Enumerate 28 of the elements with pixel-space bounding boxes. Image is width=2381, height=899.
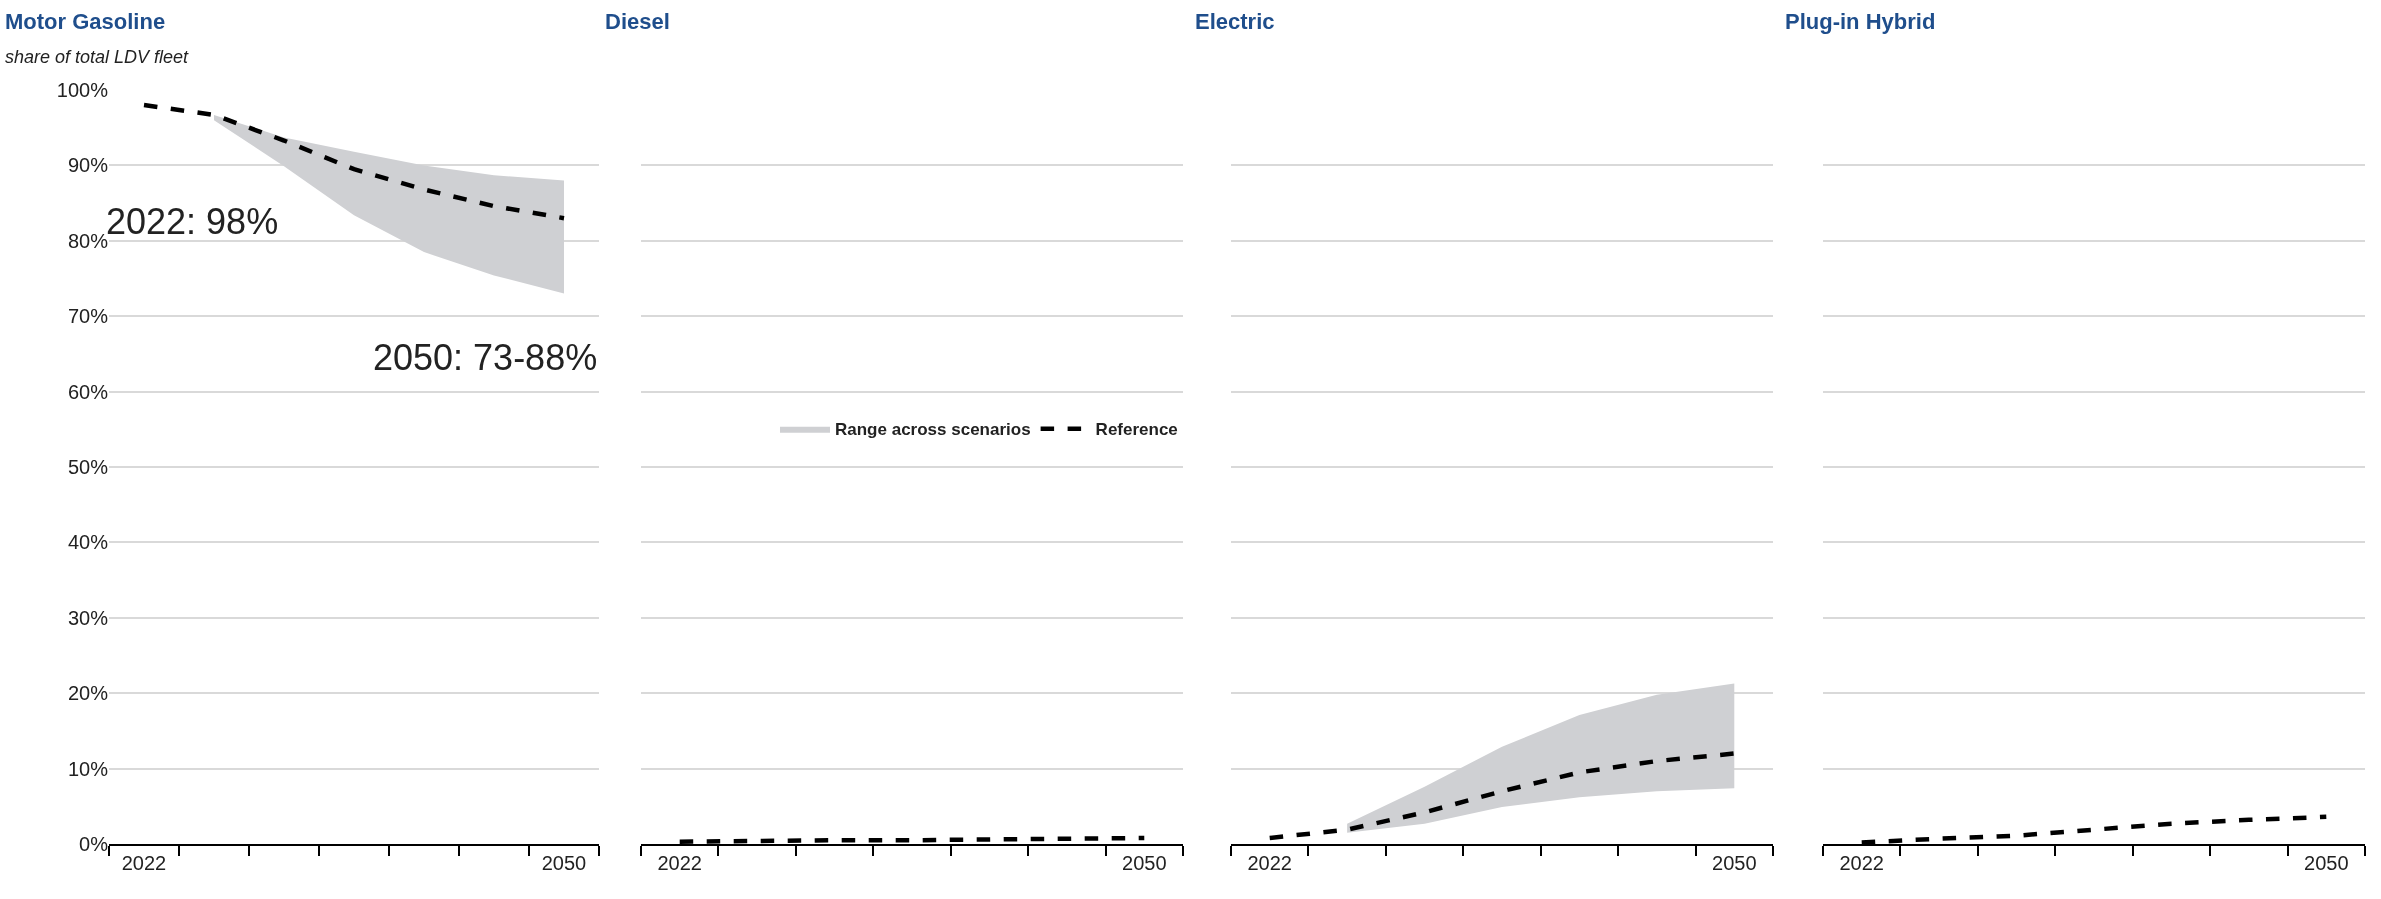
x-tick-label: 2022 xyxy=(121,852,167,874)
y-tick-label: 10% xyxy=(67,757,109,780)
x-tick-label: 2050 xyxy=(1712,852,1757,874)
annotation: 2050: 73-88% xyxy=(373,337,598,378)
annotation: 2022: 98% xyxy=(106,201,279,242)
y-tick-label: 70% xyxy=(67,305,109,328)
chart-subtitle: share of total LDV fleet xyxy=(5,47,190,67)
x-tick-label: 2050 xyxy=(541,852,587,874)
x-tick-label: 2022 xyxy=(657,852,702,874)
y-tick-label: 0% xyxy=(79,833,109,855)
y-tick-label: 90% xyxy=(67,154,109,177)
legend-label: Reference xyxy=(1095,420,1178,440)
x-tick-label: 2050 xyxy=(2304,852,2349,874)
y-tick-label: 40% xyxy=(67,531,109,554)
x-tick-label: 2022 xyxy=(1247,852,1292,874)
x-tick-label: 2022 xyxy=(1839,852,1884,874)
annotation: Range across scenarios xyxy=(835,420,1031,440)
y-tick-label: 50% xyxy=(67,456,109,478)
chart-title: Plug-in Hybrid xyxy=(1785,9,1936,34)
chart-title: Electric xyxy=(1195,9,1275,34)
chart-title: Diesel xyxy=(605,9,670,34)
y-tick-label: 20% xyxy=(67,682,109,705)
chart-title: Motor Gasoline xyxy=(5,9,166,34)
y-tick-label: 100% xyxy=(56,79,109,101)
y-tick-label: 60% xyxy=(67,380,109,403)
y-tick-label: 80% xyxy=(67,229,109,252)
y-tick-label: 30% xyxy=(67,606,109,629)
x-tick-label: 2050 xyxy=(1122,852,1167,874)
